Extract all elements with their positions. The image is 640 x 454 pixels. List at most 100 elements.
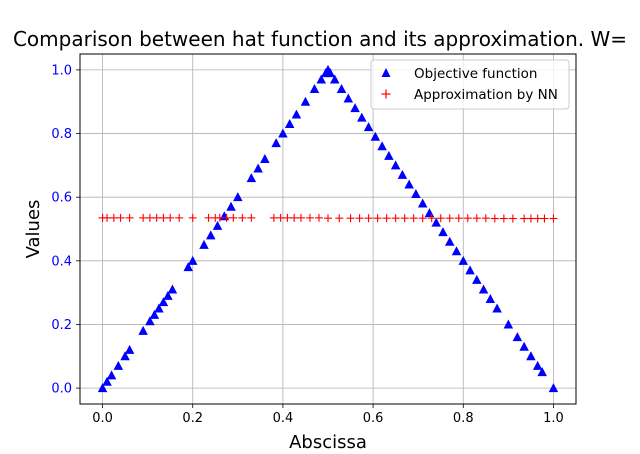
objective-point (519, 341, 529, 351)
objective-point (278, 128, 288, 138)
approximation-point (188, 213, 197, 222)
y-tick-label: 0.8 (51, 127, 72, 142)
objective-point (284, 119, 295, 128)
approximation-point (116, 213, 125, 222)
approximation-point (139, 213, 148, 222)
approximation-point (305, 213, 314, 222)
objective-point (431, 217, 441, 227)
approximation-point (526, 214, 535, 223)
approximation-point (499, 214, 508, 223)
objective-point (187, 255, 198, 265)
legend-label-objective: Objective function (414, 66, 537, 82)
approximation-point (229, 213, 238, 222)
y-tick-label: 0.6 (51, 191, 72, 206)
approximation-point (238, 213, 247, 222)
approximation-point (145, 213, 154, 222)
approximation-point (283, 213, 292, 222)
approximation-point (409, 214, 418, 223)
plot-area: 0.0 0.2 0.4 0.6 0.8 1.0 0.0 0.2 0.4 0.6 0.8 1.0 (51, 53, 577, 426)
objective-point (532, 360, 543, 370)
approximation-point (296, 213, 305, 222)
objective-point (102, 376, 112, 386)
objective-point (350, 103, 360, 113)
objective-point (417, 198, 428, 208)
objective-point (451, 246, 462, 256)
approximation-point (436, 214, 445, 223)
objective-point (163, 290, 173, 300)
objective-point (309, 84, 320, 93)
objective-point (465, 265, 475, 275)
objective-point (512, 332, 523, 342)
objective-point (325, 68, 336, 78)
grid-lines (80, 54, 576, 404)
approximation-point (247, 213, 256, 222)
series-layer (97, 64, 559, 393)
objective-point (390, 160, 401, 170)
approximation-point (454, 214, 463, 223)
x-tick-label: 1.0 (543, 411, 564, 426)
approximation-point (152, 213, 161, 222)
approximation-point (472, 214, 481, 223)
objective-point (397, 169, 408, 179)
objective-point (167, 284, 178, 294)
objective-point (120, 351, 130, 361)
x-tick-label: 0.8 (453, 411, 474, 426)
approximation-point (290, 213, 299, 222)
objective-point (472, 274, 482, 284)
objective-point (233, 192, 243, 202)
approximation-point (159, 213, 168, 222)
objective-point (199, 239, 209, 249)
approximation-point (109, 213, 118, 222)
objective-point (183, 262, 193, 272)
objective-point (548, 383, 559, 393)
objective-point (370, 131, 381, 141)
approximation-point (269, 213, 278, 222)
y-tick-label: 0.4 (51, 254, 72, 269)
approximation-point (314, 213, 323, 222)
approximation-point (222, 213, 231, 222)
objective-point (271, 138, 281, 148)
approximation-point (355, 214, 364, 223)
approximation-point (490, 214, 499, 223)
x-axis-label: Abscissa (289, 432, 367, 453)
legend-label-approximation: Approximation by NN (414, 87, 558, 103)
objective-point (149, 309, 160, 319)
objective-point (138, 325, 148, 335)
approximation-point (346, 214, 355, 223)
approximation-point (276, 213, 285, 222)
x-tick-label: 0.6 (363, 411, 384, 426)
objective-point (492, 303, 502, 313)
objective-point (316, 74, 326, 84)
approximation-point (364, 214, 373, 223)
approximation-point (324, 214, 332, 223)
approximation-point (508, 214, 517, 223)
x-tick-label: 0.4 (273, 411, 294, 426)
objective-point (503, 319, 514, 329)
objective-point (124, 344, 135, 354)
objective-point (300, 96, 311, 106)
objective-point (478, 284, 489, 294)
objective-point (438, 227, 448, 237)
approximation-point (373, 214, 382, 223)
x-tick-label: 0.2 (182, 411, 203, 426)
objective-point (458, 255, 469, 265)
objective-point (260, 154, 270, 163)
approximation-point (391, 214, 400, 223)
legend-box (370, 59, 570, 110)
approximation-point (463, 214, 472, 223)
series-approximation (98, 213, 558, 223)
objective-point (291, 109, 302, 119)
approximation-point (215, 213, 224, 222)
objective-point (253, 163, 263, 173)
series-objective-function (97, 64, 559, 393)
approximation-point (520, 214, 529, 223)
approximation-point (166, 213, 175, 222)
approximation-point (427, 214, 436, 223)
objective-point (330, 74, 340, 84)
objective-point (384, 150, 394, 160)
approximation-point (400, 214, 409, 223)
objective-point (226, 201, 236, 211)
objective-point (404, 179, 414, 189)
approximation-point (540, 214, 549, 223)
